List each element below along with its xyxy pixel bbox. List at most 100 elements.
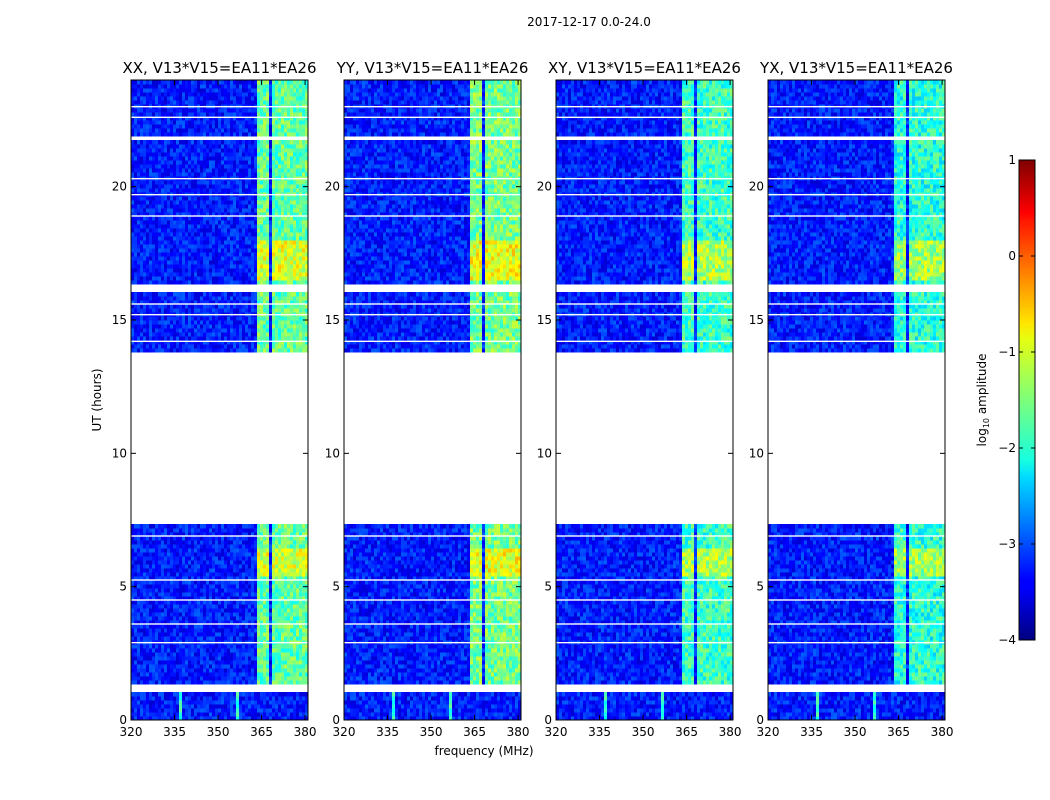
heatmap-cell bbox=[158, 344, 161, 348]
heatmap-cell bbox=[152, 244, 155, 248]
heatmap-cell bbox=[230, 628, 233, 632]
heatmap-cell bbox=[296, 708, 299, 712]
heatmap-cell bbox=[221, 224, 224, 228]
heatmap-cell bbox=[254, 200, 257, 204]
heatmap-cell bbox=[158, 592, 161, 596]
heatmap-cell bbox=[242, 544, 245, 548]
heatmap-cell bbox=[233, 280, 236, 284]
heatmap-cell bbox=[176, 588, 179, 592]
heatmap-cell bbox=[269, 568, 272, 572]
heatmap-cell bbox=[257, 700, 260, 704]
heatmap-cell bbox=[299, 232, 302, 236]
heatmap-cell bbox=[245, 564, 248, 568]
heatmap-cell bbox=[266, 220, 269, 224]
heatmap-cell bbox=[134, 628, 137, 632]
heatmap-cell bbox=[161, 336, 164, 340]
heatmap-cell bbox=[170, 292, 173, 296]
heatmap-cell bbox=[302, 236, 305, 240]
heatmap-cell bbox=[140, 332, 143, 336]
heatmap-cell bbox=[233, 588, 236, 592]
heatmap-cell bbox=[215, 584, 218, 588]
heatmap-cell bbox=[158, 292, 161, 296]
heatmap-cell bbox=[161, 644, 164, 648]
heatmap-cell bbox=[230, 556, 233, 560]
heatmap-cell bbox=[302, 652, 305, 656]
heatmap-cell bbox=[299, 316, 302, 320]
heatmap-cell bbox=[248, 568, 251, 572]
heatmap-cell bbox=[176, 248, 179, 252]
heatmap-cell bbox=[260, 248, 263, 252]
heatmap-cell bbox=[266, 332, 269, 336]
heatmap-cell bbox=[212, 652, 215, 656]
heatmap-cell bbox=[287, 680, 290, 684]
heatmap-cell bbox=[230, 220, 233, 224]
heatmap-cell bbox=[170, 308, 173, 312]
heatmap-cell bbox=[275, 656, 278, 660]
heatmap-cell bbox=[290, 636, 293, 640]
heatmap-cell bbox=[242, 668, 245, 672]
heatmap-cell bbox=[296, 572, 299, 576]
heatmap-cell bbox=[290, 548, 293, 552]
heatmap-cell bbox=[287, 240, 290, 244]
heatmap-cell bbox=[203, 220, 206, 224]
heatmap-cell bbox=[143, 544, 146, 548]
heatmap-cell bbox=[242, 628, 245, 632]
heatmap-cell bbox=[227, 700, 230, 704]
heatmap-cell bbox=[161, 332, 164, 336]
heatmap-cell bbox=[200, 564, 203, 568]
heatmap-cell bbox=[230, 344, 233, 348]
heatmap-cell bbox=[146, 316, 149, 320]
heatmap-cell bbox=[155, 272, 158, 276]
heatmap-cell bbox=[146, 588, 149, 592]
heatmap-cell bbox=[185, 244, 188, 248]
heatmap-cell bbox=[167, 548, 170, 552]
heatmap-cell bbox=[239, 668, 242, 672]
heatmap-cell bbox=[248, 564, 251, 568]
heatmap-cell bbox=[194, 236, 197, 240]
heatmap-cell bbox=[299, 228, 302, 232]
heatmap-cell bbox=[140, 292, 143, 296]
heatmap-cell bbox=[176, 256, 179, 260]
heatmap-cell bbox=[179, 200, 182, 204]
heatmap-cell bbox=[134, 196, 137, 200]
heatmap-cell bbox=[209, 564, 212, 568]
heatmap-cell bbox=[257, 588, 260, 592]
heatmap-cell bbox=[143, 652, 146, 656]
heatmap-cell bbox=[224, 692, 227, 696]
heatmap-cell bbox=[269, 612, 272, 616]
heatmap-cell bbox=[131, 636, 134, 640]
heatmap-cell bbox=[230, 260, 233, 264]
heatmap-cell bbox=[215, 708, 218, 712]
heatmap-cell bbox=[161, 316, 164, 320]
heatmap-cell bbox=[149, 248, 152, 252]
heatmap-cell bbox=[293, 232, 296, 236]
heatmap-cell bbox=[158, 628, 161, 632]
heatmap-cell bbox=[188, 524, 191, 528]
heatmap-cell bbox=[293, 676, 296, 680]
heatmap-cell bbox=[236, 196, 239, 200]
heatmap-cell bbox=[224, 604, 227, 608]
heatmap-cell bbox=[137, 608, 140, 612]
heatmap-cell bbox=[251, 584, 254, 588]
heatmap-cell bbox=[278, 524, 281, 528]
heatmap-cell bbox=[290, 344, 293, 348]
heatmap-cell bbox=[146, 636, 149, 640]
heatmap-cell bbox=[218, 676, 221, 680]
heatmap-cell bbox=[182, 344, 185, 348]
heatmap-cell bbox=[290, 696, 293, 700]
heatmap-cell bbox=[140, 224, 143, 228]
heatmap-cell bbox=[233, 240, 236, 244]
heatmap-cell bbox=[287, 652, 290, 656]
heatmap-cell bbox=[233, 552, 236, 556]
heatmap-cell bbox=[287, 648, 290, 652]
heatmap-cell bbox=[275, 708, 278, 712]
heatmap-cell bbox=[218, 232, 221, 236]
heatmap-cell bbox=[167, 256, 170, 260]
heatmap-cell bbox=[188, 236, 191, 240]
heatmap-cell bbox=[143, 248, 146, 252]
heatmap-cell bbox=[233, 568, 236, 572]
heatmap-cell bbox=[179, 552, 182, 556]
heatmap-cell bbox=[299, 348, 302, 352]
heatmap-cell bbox=[293, 680, 296, 684]
heatmap-cell bbox=[242, 548, 245, 552]
